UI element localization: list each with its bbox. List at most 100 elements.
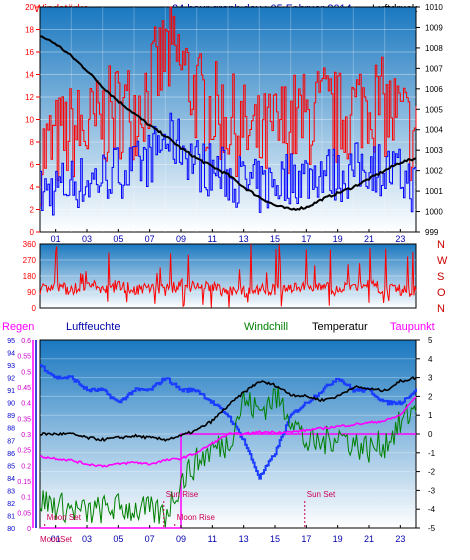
compass-label: N xyxy=(437,239,445,251)
rain-tick-label: 0 xyxy=(27,526,31,533)
rain-tick-label: 0.15 xyxy=(17,479,31,486)
time-label: 13 xyxy=(239,534,249,544)
humidity-tick-label: 94 xyxy=(7,351,15,358)
humidity-tick-label: 83 xyxy=(7,488,15,495)
sun-moon-annotations: Moon Set Sun Rise Moon Rise Sun Set xyxy=(44,490,336,528)
annotation-label: Sun Rise xyxy=(166,490,199,499)
time-label: 01 xyxy=(51,234,61,244)
time-label: 17 xyxy=(301,234,311,244)
temperature-tick-label: -4 xyxy=(428,505,436,514)
rain-tick-label: 0.05 xyxy=(17,510,31,517)
direction-line xyxy=(39,244,417,308)
temperature-tick-label: 4 xyxy=(428,355,433,364)
dewpoint-line xyxy=(39,396,417,468)
wind-tick-label: 14 xyxy=(25,71,34,80)
rain-tick-label: 0.2 xyxy=(21,463,31,470)
wind-tick-label: 12 xyxy=(25,93,34,102)
temperature-y-ticks: -5 -4 -3 -2 -1 0 1 2 3 4 5 xyxy=(416,336,436,533)
time-label: 21 xyxy=(364,534,374,544)
humidity-tick-label: 90 xyxy=(7,401,15,408)
temperature-line xyxy=(39,376,417,443)
annotation-label: Moon Rise xyxy=(177,513,216,522)
humidity-tick-label: 80 xyxy=(7,526,15,533)
pressure-series xyxy=(39,35,417,212)
wind-tick-label: 6 xyxy=(30,161,35,170)
time-label: 09 xyxy=(176,534,186,544)
temperature-tick-label: -3 xyxy=(428,486,436,495)
pressure-tick-label: 1002 xyxy=(425,167,443,176)
wind-time-axis: 01 03 05 07 09 11 13 15 17 19 21 23 xyxy=(51,229,405,244)
humidity-tick-label: 81 xyxy=(7,513,15,520)
rain-tick-label: 0.45 xyxy=(17,385,31,392)
compass-label: O xyxy=(437,287,446,299)
rain-tick-label: 0.25 xyxy=(17,448,31,455)
direction-tick-label: 270 xyxy=(23,256,37,265)
pressure-tick-label: 1001 xyxy=(425,187,443,196)
legend-humidity: Luftfeuchte xyxy=(66,321,120,333)
pressure-tick-label: 1005 xyxy=(425,105,443,114)
wind-tick-label: 8 xyxy=(30,138,35,147)
wind-low-series xyxy=(40,112,417,216)
humidity-tick-label: 84 xyxy=(7,476,15,483)
pressure-tick-label: 999 xyxy=(425,228,439,237)
temperature-series xyxy=(39,376,417,443)
time-label: 19 xyxy=(333,534,343,544)
direction-tick-label: 360 xyxy=(23,240,37,249)
rain-line xyxy=(40,433,416,529)
legend-windchill: Windchill xyxy=(244,321,288,333)
wind-speed-series xyxy=(40,6,417,206)
time-label: 17 xyxy=(301,534,311,544)
moonset-time-label: MoonSet xyxy=(40,535,73,544)
time-label: 01 xyxy=(51,534,61,544)
time-label: 15 xyxy=(270,234,280,244)
rain-y-ticks: 0 0.05 0.1 0.15 0.2 0.25 0.3 0.35 0.4 0.45 0.5 0.55… xyxy=(17,338,31,533)
humidity-tick-label: 95 xyxy=(7,338,15,345)
temperature-tick-label: -1 xyxy=(428,449,436,458)
windchill-series xyxy=(39,385,417,528)
humidity-series xyxy=(40,364,417,480)
time-label: 07 xyxy=(145,534,155,544)
humidity-tick-label: 87 xyxy=(7,438,15,445)
time-label: 21 xyxy=(364,234,374,244)
humidity-tick-label: 89 xyxy=(7,413,15,420)
time-label: 11 xyxy=(208,234,217,244)
time-label: 23 xyxy=(395,234,405,244)
wind-line xyxy=(40,6,417,206)
humidity-tick-label: 93 xyxy=(7,363,15,370)
rain-tick-label: 0.35 xyxy=(17,416,31,423)
windchill-line xyxy=(39,385,417,528)
humidity-y-ticks: 80 81 82 83 84 85 86 87 88 89 90 91 92 93 94 95 xyxy=(7,338,15,533)
rain-tick-label: 0.6 xyxy=(21,338,31,345)
direction-tick-label: 0 xyxy=(32,304,37,313)
legend-dewpoint: Taupunkt xyxy=(390,321,435,333)
wind-y-ticks: 0 2 4 6 8 10 12 14 16 18 20 xyxy=(25,3,40,237)
time-label: 19 xyxy=(333,234,343,244)
compass-label: S xyxy=(437,271,444,283)
direction-tick-label: 90 xyxy=(27,288,36,297)
time-label: 13 xyxy=(239,234,249,244)
wind-low-line xyxy=(40,112,417,216)
pressure-y-ticks: 999 1000 1001 1002 1003 1004 1005 1006 1007 1008 1… xyxy=(416,3,443,237)
wind-direction-series xyxy=(39,244,417,308)
direction-tick-label: 180 xyxy=(23,272,37,281)
temperature-tick-label: 3 xyxy=(428,374,433,383)
pressure-tick-label: 1004 xyxy=(425,126,443,135)
time-label: 05 xyxy=(113,534,123,544)
time-label: 05 xyxy=(113,234,123,244)
bottom-time-axis: 01 03 05 07 09 11 13 15 17 19 21 23 MoonSet xyxy=(40,525,405,544)
temperature-tick-label: 1 xyxy=(428,411,433,420)
compass-label: N xyxy=(437,303,445,315)
humidity-tick-label: 91 xyxy=(7,388,15,395)
humidity-line xyxy=(40,364,417,480)
annotation-label: Moon Set xyxy=(47,513,82,522)
wind-tick-label: 18 xyxy=(25,26,34,35)
pressure-tick-label: 1006 xyxy=(425,85,443,94)
humidity-tick-label: 82 xyxy=(7,501,15,508)
rain-tick-label: 0.3 xyxy=(21,432,31,439)
pressure-tick-label: 1010 xyxy=(425,3,443,12)
time-label: 15 xyxy=(270,534,280,544)
wind-tick-label: 2 xyxy=(30,206,35,215)
temperature-tick-label: -2 xyxy=(428,468,436,477)
